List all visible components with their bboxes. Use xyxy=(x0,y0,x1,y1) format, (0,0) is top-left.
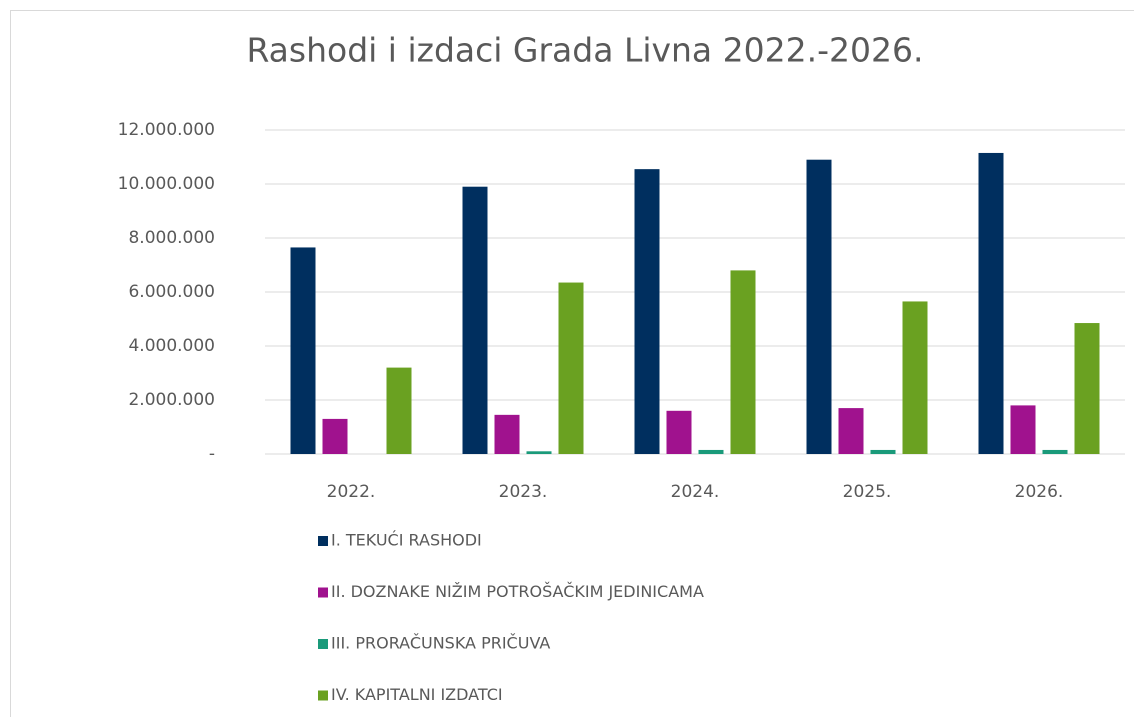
bar xyxy=(526,451,552,454)
chart-title: Rashodi i izdaci Grada Livna 2022.-2026. xyxy=(246,31,923,70)
x-tick-label: 2025. xyxy=(843,482,892,502)
x-tick-label: 2024. xyxy=(671,482,720,502)
legend-swatch xyxy=(318,536,328,546)
bar xyxy=(838,408,864,454)
bar xyxy=(1010,405,1036,454)
bar xyxy=(462,186,488,454)
bar xyxy=(290,247,316,454)
bar xyxy=(494,414,520,454)
y-tick-label: 12.000.000 xyxy=(118,120,215,140)
legend-label: I. TEKUĆI RASHODI xyxy=(331,531,482,550)
bar xyxy=(870,449,896,454)
bar xyxy=(666,410,692,454)
bar xyxy=(634,169,660,454)
y-tick-label: 10.000.000 xyxy=(118,174,215,194)
y-tick-label: 6.000.000 xyxy=(128,282,215,302)
legend-swatch xyxy=(318,639,328,649)
bar xyxy=(698,449,724,454)
x-tick-label: 2022. xyxy=(327,482,376,502)
bar xyxy=(1042,449,1068,454)
y-tick-label: 4.000.000 xyxy=(128,336,215,356)
x-tick-label: 2023. xyxy=(499,482,548,502)
bar xyxy=(386,367,412,454)
x-tick-label: 2026. xyxy=(1015,482,1064,502)
legend-label: III. PRORAČUNSKA PRIČUVA xyxy=(331,634,550,653)
bar xyxy=(806,159,832,454)
bar xyxy=(902,301,928,454)
legend-swatch xyxy=(318,690,328,701)
legend-swatch xyxy=(318,587,328,598)
bar xyxy=(558,282,584,454)
legend-label: IV. KAPITALNI IZDATCI xyxy=(331,685,503,704)
y-tick-label: 8.000.000 xyxy=(128,228,215,248)
y-tick-label: 2.000.000 xyxy=(128,390,215,410)
bar xyxy=(1074,323,1100,454)
bar xyxy=(322,418,348,454)
bar xyxy=(730,270,756,454)
legend-label: II. DOZNAKE NIŽIM POTROŠAČKIM JEDINICAMA xyxy=(331,582,704,601)
bar xyxy=(978,152,1004,454)
y-tick-label: - xyxy=(209,444,215,464)
